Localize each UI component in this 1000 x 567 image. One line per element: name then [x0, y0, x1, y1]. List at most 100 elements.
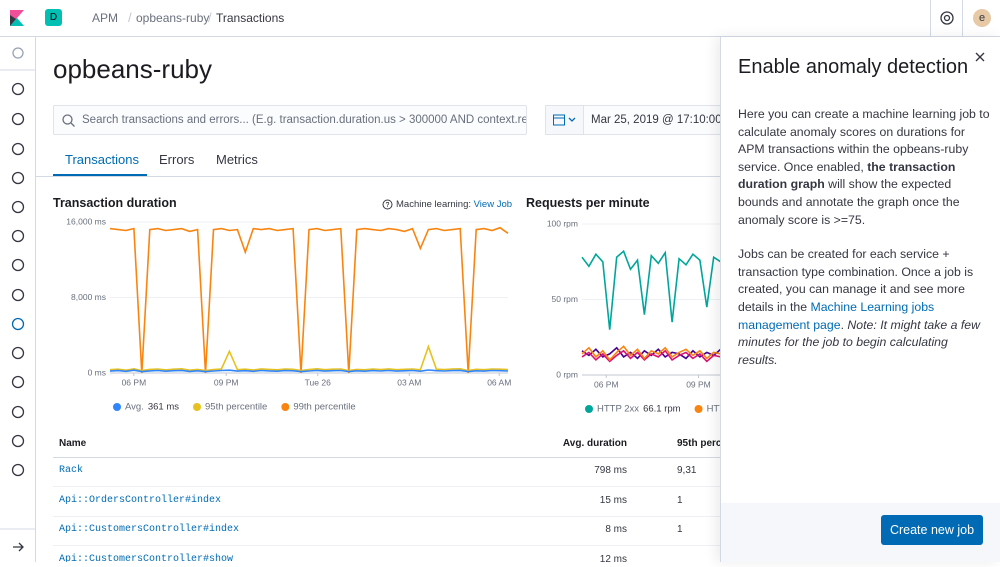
separator: / — [208, 10, 212, 25]
ml-label: Machine learning: View Job — [396, 199, 512, 210]
nav-icon[interactable] — [11, 317, 25, 331]
series-line — [109, 369, 509, 373]
space-badge[interactable]: D — [45, 9, 62, 26]
series-line — [109, 226, 509, 374]
icon-shape — [11, 142, 25, 156]
breadcrumb: Transactions — [216, 11, 285, 25]
search-box[interactable]: Search transactions and errors... (E.g. … — [53, 105, 527, 135]
info-icon: ? — [382, 199, 393, 210]
y-tick-label: 8,000 ms — [71, 292, 106, 302]
nav-icon[interactable] — [11, 288, 25, 302]
nav-icon[interactable] — [11, 463, 25, 477]
text: Here you can create a machine learning j… — [738, 107, 990, 174]
help-icon[interactable] — [940, 11, 954, 25]
breadcrumb[interactable]: opbeans-ruby — [136, 11, 210, 25]
flyout: Enable anomaly detection Here you can cr… — [720, 37, 1000, 562]
nav-icon[interactable] — [11, 258, 25, 272]
create-job-button[interactable]: Create new job — [881, 515, 983, 545]
y-tick-label: 0 rpm — [556, 369, 578, 379]
tab-selected[interactable]: Transactions — [65, 152, 139, 167]
column-header[interactable]: 95th perc — [677, 438, 722, 449]
nav-icon[interactable] — [11, 82, 25, 96]
transaction-link[interactable]: Api::CustomersController#index — [59, 524, 240, 535]
y-tick-label: 50 rpm — [552, 294, 578, 304]
nav-icon[interactable] — [11, 229, 25, 243]
icon-shape — [11, 463, 25, 477]
flyout-footer: Create new job — [721, 503, 1000, 562]
x-tick-label: 06 PM — [122, 377, 147, 387]
nav-icon[interactable] — [11, 200, 25, 214]
legend-label: Avg. — [125, 402, 144, 413]
chart-title: Requests per minute — [526, 196, 650, 210]
legend-value: 66.1 rpm — [643, 404, 681, 415]
page-title: opbeans-ruby — [53, 54, 212, 84]
icon-shape — [11, 258, 25, 272]
cell: 15 ms — [599, 494, 627, 506]
icon-shape — [11, 317, 25, 331]
x-tick-label: 09 PM — [214, 377, 239, 387]
series-line — [109, 344, 509, 372]
icon-shape — [11, 405, 25, 419]
nav-icon[interactable] — [12, 47, 24, 59]
icon-shape — [11, 82, 25, 96]
column-header[interactable]: Avg. duration — [562, 438, 627, 449]
search-placeholder: Search transactions and errors... (E.g. … — [82, 114, 527, 126]
icon-shape — [11, 288, 25, 302]
top-bar: D APM / opbeans-ruby / Transactions e — [0, 0, 1000, 37]
logo[interactable] — [10, 10, 24, 26]
date-quick-menu[interactable] — [546, 106, 584, 134]
icon-shape — [11, 171, 25, 185]
icon-shape — [11, 434, 25, 448]
chart-title: Transaction duration — [53, 196, 177, 210]
icon-shape — [11, 229, 25, 243]
tab[interactable]: Errors — [159, 152, 195, 167]
nav-icon[interactable] — [11, 434, 25, 448]
nav-icon[interactable] — [11, 112, 25, 126]
cell: 8 ms — [605, 524, 627, 535]
ml-jobs-link[interactable]: Machine Learning jobs management page — [738, 299, 935, 332]
divider — [930, 0, 931, 37]
legend-swatch — [585, 405, 593, 413]
nav-icon[interactable] — [11, 142, 25, 156]
y-tick-label: 16,000 ms — [66, 216, 106, 226]
cell: 1 — [677, 524, 683, 535]
nav-icons — [0, 47, 36, 552]
breadcrumb[interactable]: APM — [92, 11, 119, 25]
legend-swatch — [193, 403, 201, 411]
close-button[interactable] — [975, 52, 985, 62]
date-start[interactable]: Mar 25, 2019 @ 17:10:00.0 — [591, 114, 732, 126]
tab-underline — [53, 174, 147, 176]
legend-swatch — [694, 405, 703, 413]
tab-border — [36, 176, 736, 177]
transactions-table: Name Avg. duration 95th perc Rack 798 ms 9,31… — [53, 430, 753, 562]
tab[interactable]: Metrics — [216, 152, 258, 167]
icon-shape — [11, 375, 25, 389]
avatar[interactable]: e — [973, 9, 991, 27]
ml-link[interactable]: View Job — [473, 199, 513, 210]
transaction-link[interactable]: Rack — [59, 465, 84, 476]
paragraph: Jobs can be created for each service + t… — [738, 246, 990, 369]
nav-icon[interactable] — [11, 405, 25, 419]
search-icon — [62, 114, 75, 127]
flyout-body: Here you can create a machine learning j… — [738, 106, 990, 369]
calendar-icon — [553, 114, 576, 126]
x-tick-label: Tue 26 — [305, 377, 331, 387]
header-border — [53, 457, 753, 458]
expand-nav[interactable] — [13, 542, 24, 552]
transaction-link[interactable]: Api::CustomersController#show — [59, 553, 234, 563]
date-picker[interactable]: Mar 25, 2019 @ 17:10:00.0 — [545, 105, 745, 135]
cell: 1 — [677, 494, 683, 506]
column-header[interactable]: Name — [59, 438, 87, 449]
divider — [962, 0, 963, 37]
icon-shape — [11, 112, 25, 126]
bold-text: the transaction duration graph — [738, 159, 956, 192]
text: . — [840, 317, 848, 332]
nav-icon[interactable] — [11, 171, 25, 185]
transaction-link[interactable]: Api::OrdersController#index — [59, 494, 222, 506]
nav-icon[interactable] — [11, 346, 25, 360]
cell: 9,31 — [677, 465, 697, 476]
flyout-title: Enable anomaly detection — [738, 56, 969, 78]
paragraph: Here you can create a machine learning j… — [738, 106, 990, 229]
nav-icon[interactable] — [11, 375, 25, 389]
